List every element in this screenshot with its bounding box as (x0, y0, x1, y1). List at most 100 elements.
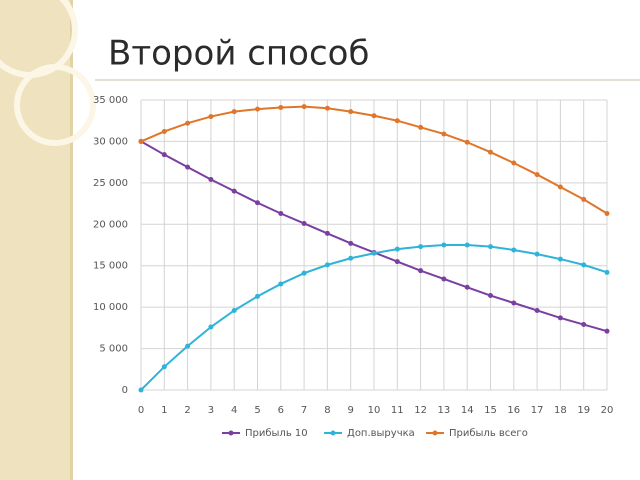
data-point (464, 139, 470, 145)
y-tick-label: 10 000 (93, 302, 128, 313)
data-point (534, 172, 540, 178)
data-point (557, 256, 563, 262)
data-point (534, 251, 540, 257)
data-point (185, 164, 191, 170)
x-tick-label: 13 (438, 405, 451, 416)
data-point (511, 300, 517, 306)
x-tick-label: 8 (324, 405, 330, 416)
data-point (581, 262, 587, 268)
data-point (488, 149, 493, 155)
data-point (511, 247, 517, 253)
x-tick-label: 19 (577, 405, 590, 416)
y-tick-label: 25 000 (93, 178, 128, 189)
data-point (488, 244, 493, 250)
x-tick-label: 2 (184, 405, 190, 416)
data-point (604, 328, 610, 334)
data-point (324, 230, 330, 236)
data-point (371, 113, 377, 119)
legend-label: Прибыль всего (449, 428, 528, 439)
data-point (255, 293, 260, 299)
data-point (161, 152, 167, 158)
data-point (488, 293, 493, 299)
data-point (278, 281, 284, 287)
data-point (255, 106, 260, 112)
data-point (418, 268, 424, 274)
legend-label: Прибыль 10 (245, 428, 308, 439)
data-point (511, 160, 517, 166)
decor-circle (14, 64, 96, 146)
data-point (604, 211, 610, 217)
data-point (394, 246, 400, 252)
stripe-edge (70, 0, 73, 480)
data-point (161, 364, 167, 370)
x-tick-label: 9 (348, 405, 354, 416)
data-point (348, 255, 354, 261)
data-point (348, 109, 354, 115)
data-point (138, 138, 144, 144)
data-point (301, 220, 307, 226)
data-point (208, 324, 214, 330)
data-point (348, 240, 354, 246)
data-point (324, 262, 330, 268)
data-point (418, 124, 424, 130)
data-point (231, 307, 237, 313)
data-point (278, 211, 284, 217)
data-point (301, 270, 307, 276)
data-point (464, 242, 470, 248)
x-tick-label: 0 (138, 405, 144, 416)
x-tick-label: 17 (531, 405, 544, 416)
data-point (581, 322, 587, 328)
x-tick-label: 14 (461, 405, 474, 416)
x-tick-label: 15 (484, 405, 497, 416)
data-point (581, 196, 587, 202)
data-point (441, 242, 447, 248)
slide-title: Второй способ (108, 34, 369, 74)
side-stripe (0, 0, 70, 480)
data-point (231, 188, 237, 194)
legend-marker (432, 430, 438, 436)
data-point (557, 315, 563, 321)
data-point (441, 131, 447, 137)
x-tick-label: 10 (368, 405, 381, 416)
data-point (534, 307, 540, 313)
data-point (464, 284, 470, 290)
data-point (324, 105, 330, 111)
y-tick-label: 35 000 (93, 95, 128, 106)
x-tick-label: 6 (278, 405, 284, 416)
data-point (604, 269, 610, 275)
data-point (138, 387, 144, 393)
data-point (208, 114, 214, 120)
x-tick-label: 3 (208, 405, 214, 416)
legend-marker (330, 430, 336, 436)
y-tick-label: 30 000 (93, 136, 128, 147)
x-tick-label: 4 (231, 405, 237, 416)
legend-label: Доп.выручка (347, 428, 415, 439)
data-point (394, 118, 400, 124)
data-point (208, 177, 214, 183)
x-tick-label: 12 (414, 405, 427, 416)
y-tick-label: 0 (122, 385, 128, 396)
legend-marker (228, 430, 234, 436)
data-point (418, 244, 424, 250)
data-point (185, 343, 191, 349)
y-tick-label: 5 000 (99, 344, 128, 355)
data-point (278, 104, 284, 110)
x-tick-label: 7 (301, 405, 307, 416)
x-tick-label: 18 (554, 405, 567, 416)
data-point (371, 250, 377, 256)
y-tick-label: 15 000 (93, 261, 128, 272)
x-tick-label: 20 (601, 405, 614, 416)
y-tick-label: 20 000 (93, 219, 128, 230)
x-tick-label: 5 (254, 405, 260, 416)
data-point (394, 259, 400, 265)
x-tick-label: 1 (161, 405, 167, 416)
data-point (441, 276, 447, 282)
x-tick-label: 16 (507, 405, 520, 416)
x-tick-label: 11 (391, 405, 404, 416)
data-point (301, 104, 307, 110)
data-point (255, 200, 260, 206)
data-point (185, 120, 191, 126)
data-point (231, 109, 237, 115)
data-point (161, 128, 167, 134)
